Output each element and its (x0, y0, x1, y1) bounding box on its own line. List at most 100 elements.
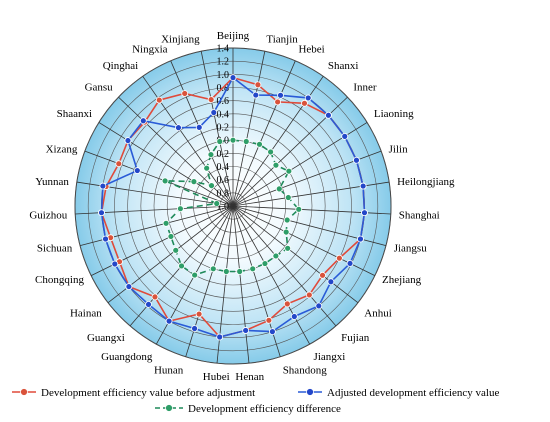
data-point (335, 254, 343, 262)
data-point (242, 138, 250, 145)
data-point (165, 317, 173, 325)
category-label: Hebei (298, 43, 324, 55)
data-point (242, 327, 250, 334)
category-label: Shaanxi (57, 108, 92, 120)
data-point (283, 216, 291, 224)
data-point (161, 177, 169, 185)
data-point (125, 283, 133, 290)
grid-spoke (232, 205, 250, 364)
data-point (139, 117, 147, 125)
data-point (213, 200, 221, 207)
legend-marker (306, 388, 314, 396)
data-point (269, 328, 276, 336)
data-point (301, 99, 308, 107)
r-tick-label: 1.0 (217, 202, 230, 213)
data-point (357, 235, 364, 243)
category-label: Zhejiang (382, 274, 422, 286)
data-point (181, 90, 189, 97)
data-point (315, 302, 323, 310)
legend-marker (165, 404, 173, 412)
category-label: Qinghai (103, 60, 138, 72)
data-point (249, 265, 257, 273)
legend-marker (20, 388, 28, 396)
r-tick-label: 0.6 (217, 175, 230, 186)
r-tick-label: 1.2 (217, 57, 230, 68)
data-point (145, 301, 152, 308)
category-label: Jiangxi (314, 351, 346, 363)
r-tick-label: 0.2 (217, 123, 230, 134)
data-point (261, 260, 269, 267)
category-label: Tianjin (266, 33, 298, 45)
data-point (229, 74, 237, 82)
data-point (252, 91, 260, 99)
data-point (341, 132, 349, 140)
data-point (133, 167, 141, 174)
grid-spoke (98, 122, 234, 207)
data-point (236, 268, 244, 275)
category-label: Ningxia (132, 43, 168, 55)
category-label: Shanxi (328, 60, 359, 72)
data-point (195, 310, 203, 318)
grid-spoke (84, 150, 234, 207)
r-tick-label: 1.4 (217, 44, 230, 55)
data-point (359, 182, 367, 190)
data-point (284, 194, 292, 201)
data-point (115, 160, 123, 168)
category-label: Guangxi (87, 332, 125, 344)
category-label: Shanghai (399, 209, 440, 221)
data-point (190, 178, 198, 186)
data-point (102, 235, 109, 243)
category-label: Jilin (389, 143, 408, 155)
legend-label: Development efficiency value before adju… (41, 387, 255, 399)
data-point (346, 260, 354, 267)
data-point (216, 138, 224, 145)
grid-spoke (232, 205, 311, 345)
data-point (178, 262, 185, 270)
grid-spoke (232, 51, 266, 207)
data-point (195, 123, 203, 131)
data-point (290, 313, 298, 320)
r-tick-label: 0.4 (217, 109, 230, 120)
category-label: Anhui (364, 308, 392, 320)
category-label: Hubei (203, 371, 230, 383)
data-point (267, 148, 275, 156)
data-point (353, 156, 360, 164)
data-point (209, 265, 217, 273)
data-point (177, 205, 184, 213)
grid-spoke (170, 60, 234, 207)
category-label: Hunan (154, 364, 184, 376)
data-point (272, 252, 280, 260)
data-point (284, 244, 292, 252)
category-label: Inner (353, 82, 377, 94)
category-label: Beijing (217, 30, 250, 42)
data-point (207, 151, 215, 158)
category-label: Liaoning (374, 108, 414, 120)
r-tick-label: 0.2 (217, 149, 230, 160)
data-point (275, 185, 283, 193)
data-point (361, 209, 368, 217)
data-point (222, 268, 230, 275)
legend-label: Adjusted development efficiency value (327, 387, 499, 399)
data-point (265, 316, 273, 324)
category-label: Hainan (70, 308, 102, 320)
series-line (100, 76, 366, 338)
category-label: Xinjiang (161, 33, 200, 45)
data-point (111, 260, 119, 268)
data-point (254, 81, 262, 89)
data-point (207, 96, 215, 103)
data-point (256, 140, 263, 148)
data-point (203, 164, 211, 172)
data-point (191, 325, 198, 332)
data-point (151, 293, 159, 301)
category-label: Henan (235, 371, 264, 383)
category-label: Shandong (283, 364, 328, 376)
grid-spoke (232, 205, 359, 304)
data-point (283, 300, 291, 308)
data-point (274, 98, 282, 106)
data-point (282, 228, 290, 236)
r-tick-label: 0.4 (217, 162, 230, 173)
grid-spoke (200, 51, 234, 207)
category-label: Fujian (341, 332, 370, 344)
data-point (162, 219, 170, 227)
